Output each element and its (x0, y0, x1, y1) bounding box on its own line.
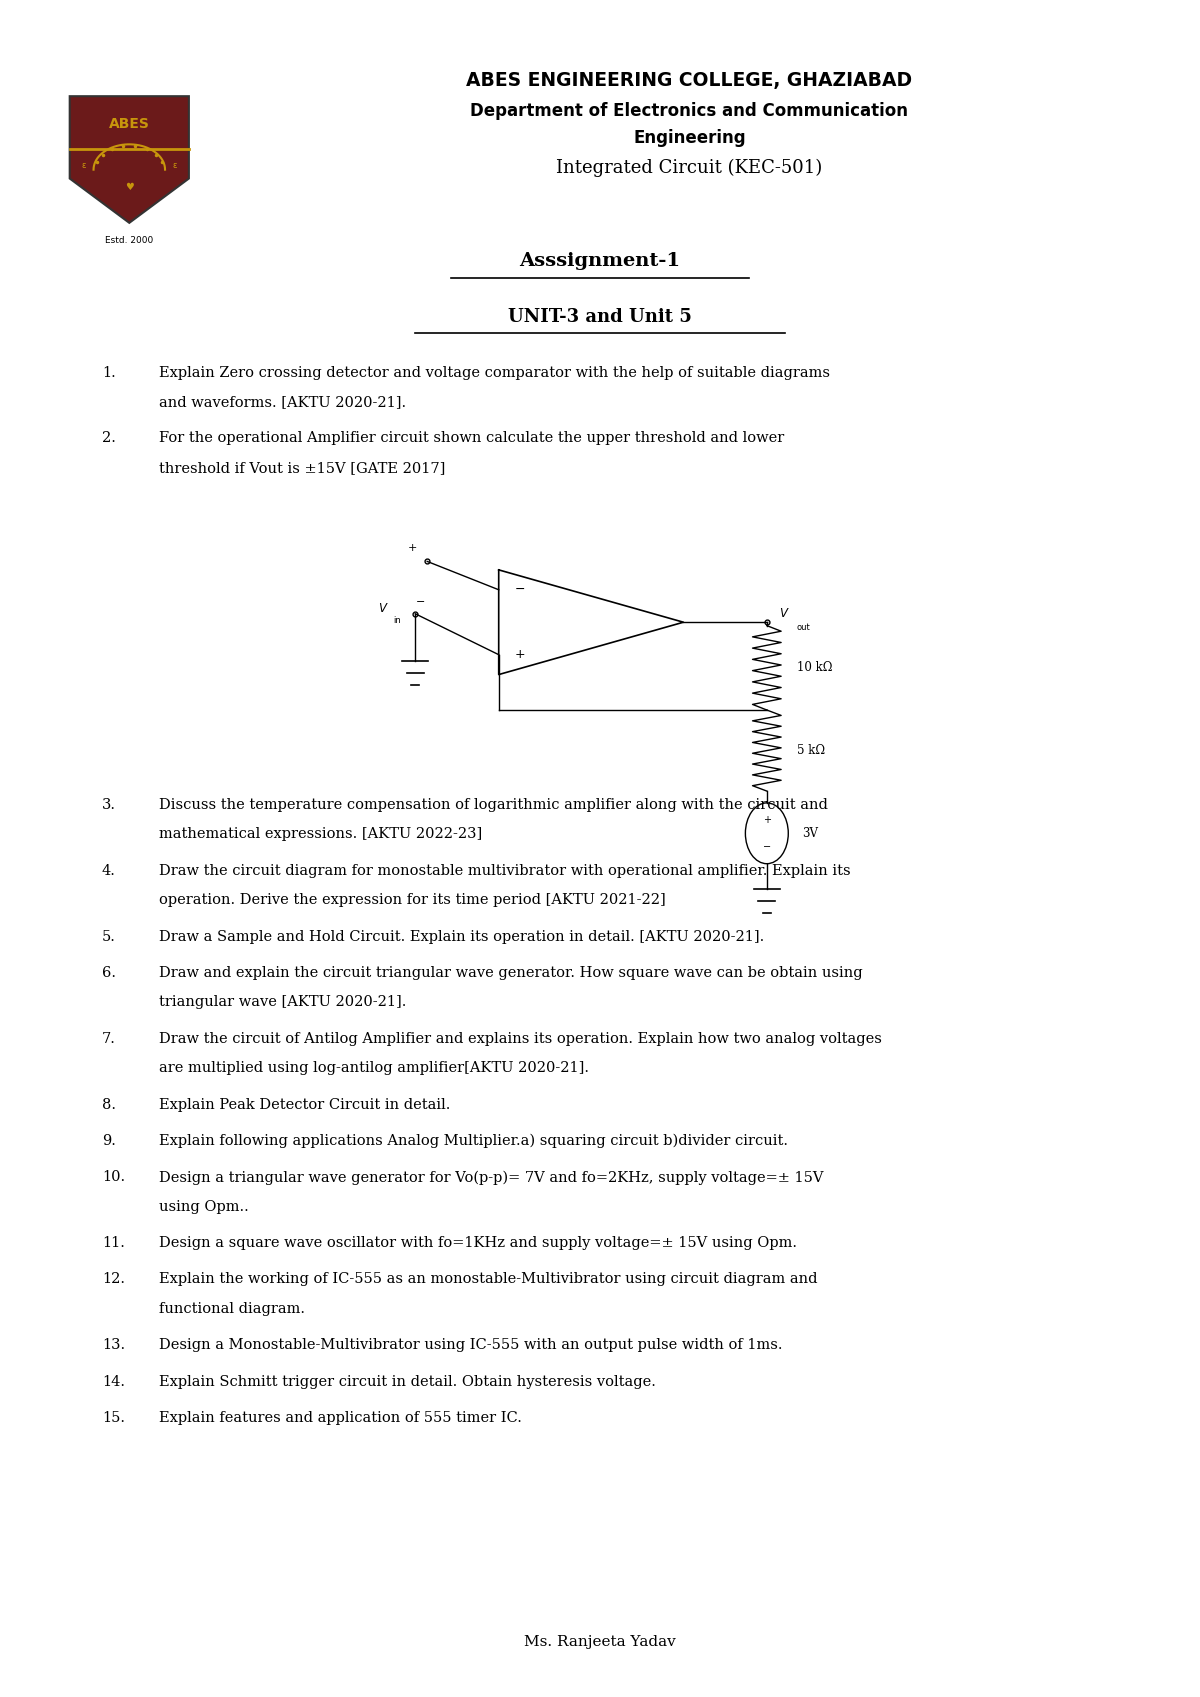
Text: Integrated Circuit (KEC-501): Integrated Circuit (KEC-501) (557, 160, 822, 176)
Text: Explain Schmitt trigger circuit in detail. Obtain hysteresis voltage.: Explain Schmitt trigger circuit in detai… (160, 1375, 656, 1388)
Text: are multiplied using log-antilog amplifier[AKTU 2020-21].: are multiplied using log-antilog amplifi… (160, 1061, 589, 1076)
Text: Draw and explain the circuit triangular wave generator. How square wave can be o: Draw and explain the circuit triangular … (160, 966, 863, 979)
Text: +: + (515, 648, 526, 662)
Text: 9.: 9. (102, 1134, 115, 1147)
Text: 3V: 3V (803, 826, 818, 840)
Text: V: V (378, 602, 386, 616)
Text: Explain the working of IC-555 as an monostable-Multivibrator using circuit diagr: Explain the working of IC-555 as an mono… (160, 1273, 817, 1286)
Text: −: − (763, 842, 770, 852)
Text: 10.: 10. (102, 1171, 125, 1185)
Text: Explain features and application of 555 timer IC.: Explain features and application of 555 … (160, 1410, 522, 1425)
Text: Department of Electronics and Communication: Department of Electronics and Communicat… (470, 102, 908, 119)
Text: using Opm..: using Opm.. (160, 1200, 248, 1213)
Text: Engineering: Engineering (634, 129, 745, 146)
Text: For the operational Amplifier circuit shown calculate the upper threshold and lo: For the operational Amplifier circuit sh… (160, 431, 785, 445)
Text: ε: ε (82, 161, 86, 170)
Text: 11.: 11. (102, 1235, 125, 1251)
Text: in: in (394, 616, 401, 624)
Text: −: − (515, 584, 526, 596)
Text: threshold if Vout is ±15V [GATE 2017]: threshold if Vout is ±15V [GATE 2017] (160, 462, 445, 475)
Text: functional diagram.: functional diagram. (160, 1302, 305, 1315)
Text: 8.: 8. (102, 1098, 116, 1112)
Text: Explain following applications Analog Multiplier.a) squaring circuit b)divider c: Explain following applications Analog Mu… (160, 1134, 788, 1149)
Text: Design a triangular wave generator for Vo(p-p)= 7V and fo=2KHz, supply voltage=±: Design a triangular wave generator for V… (160, 1171, 823, 1185)
Text: 5 kΩ: 5 kΩ (797, 743, 824, 757)
Text: Draw a Sample and Hold Circuit. Explain its operation in detail. [AKTU 2020-21].: Draw a Sample and Hold Circuit. Explain … (160, 930, 764, 944)
Text: ABES ENGINEERING COLLEGE, GHAZIABAD: ABES ENGINEERING COLLEGE, GHAZIABAD (467, 71, 912, 90)
Text: 12.: 12. (102, 1273, 125, 1286)
Text: triangular wave [AKTU 2020-21].: triangular wave [AKTU 2020-21]. (160, 996, 407, 1010)
Text: Design a square wave oscillator with fo=1KHz and supply voltage=± 15V using Opm.: Design a square wave oscillator with fo=… (160, 1235, 797, 1251)
Text: mathematical expressions. [AKTU 2022-23]: mathematical expressions. [AKTU 2022-23] (160, 828, 482, 842)
Text: +: + (763, 815, 770, 825)
Text: 3.: 3. (102, 798, 116, 811)
Text: operation. Derive the expression for its time period [AKTU 2021-22]: operation. Derive the expression for its… (160, 893, 666, 908)
Text: Asssignment-1: Asssignment-1 (520, 251, 680, 270)
Text: and waveforms. [AKTU 2020-21].: and waveforms. [AKTU 2020-21]. (160, 395, 407, 409)
Text: 14.: 14. (102, 1375, 125, 1388)
Text: +: + (408, 543, 418, 553)
Text: Draw the circuit of Antilog Amplifier and explains its operation. Explain how tw: Draw the circuit of Antilog Amplifier an… (160, 1032, 882, 1045)
Text: 7.: 7. (102, 1032, 115, 1045)
Text: Explain Peak Detector Circuit in detail.: Explain Peak Detector Circuit in detail. (160, 1098, 450, 1112)
Text: ABES: ABES (109, 117, 150, 131)
Text: 1.: 1. (102, 365, 115, 380)
Text: V: V (779, 608, 787, 621)
Text: Estd. 2000: Estd. 2000 (106, 236, 154, 244)
Text: 4.: 4. (102, 864, 115, 877)
Text: ε: ε (173, 161, 176, 170)
Polygon shape (70, 97, 188, 222)
Text: ♥: ♥ (125, 182, 133, 192)
Text: 10 kΩ: 10 kΩ (797, 662, 832, 674)
Text: UNIT-3 and Unit 5: UNIT-3 and Unit 5 (508, 307, 692, 326)
Text: Ms. Ranjeeta Yadav: Ms. Ranjeeta Yadav (524, 1636, 676, 1649)
Text: Discuss the temperature compensation of logarithmic amplifier along with the cir: Discuss the temperature compensation of … (160, 798, 828, 811)
Text: Explain Zero crossing detector and voltage comparator with the help of suitable : Explain Zero crossing detector and volta… (160, 365, 830, 380)
Text: out: out (797, 623, 810, 631)
Text: 2.: 2. (102, 431, 115, 445)
Text: 13.: 13. (102, 1339, 125, 1353)
Text: 15.: 15. (102, 1410, 125, 1425)
Text: 6.: 6. (102, 966, 116, 979)
Text: Design a Monostable-Multivibrator using IC-555 with an output pulse width of 1ms: Design a Monostable-Multivibrator using … (160, 1339, 782, 1353)
Text: Draw the circuit diagram for monostable multivibrator with operational amplifier: Draw the circuit diagram for monostable … (160, 864, 851, 877)
Text: −: − (415, 597, 425, 608)
Text: 5.: 5. (102, 930, 115, 944)
